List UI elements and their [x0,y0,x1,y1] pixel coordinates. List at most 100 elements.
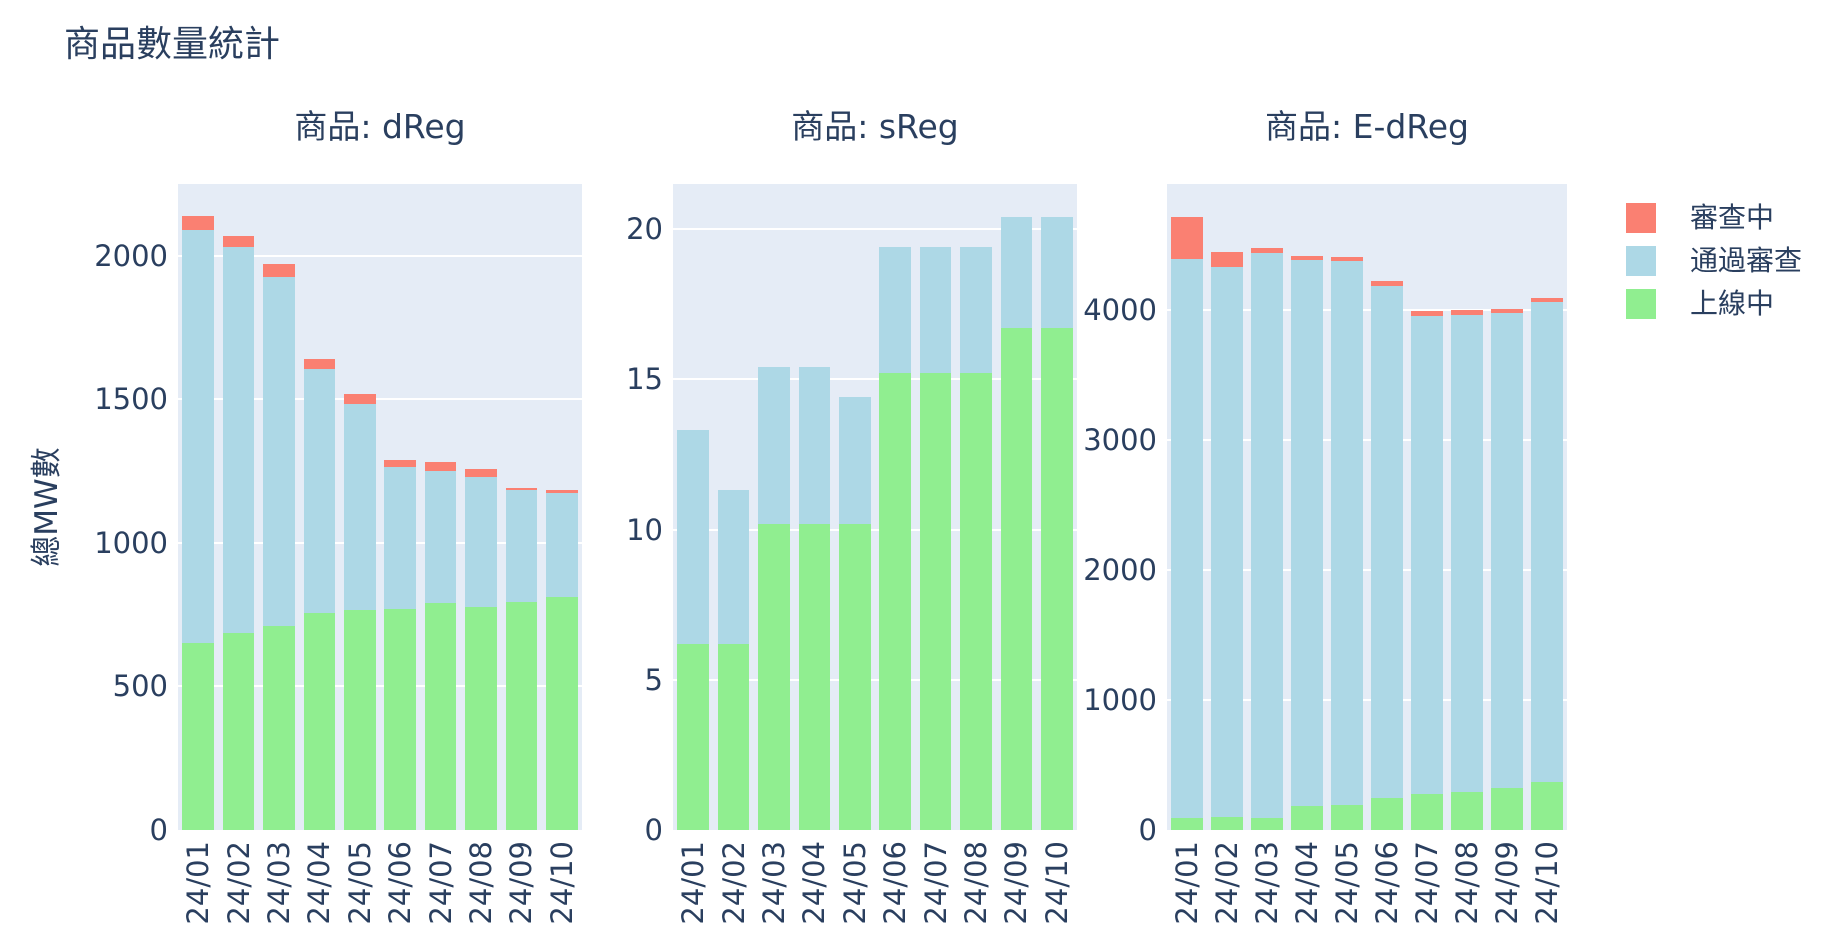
bar-2405-approved [839,397,871,524]
bar-2405-pending-review [344,393,376,404]
x-tick-label: 24/08 [959,841,993,925]
bar-2401-online [677,643,709,830]
legend-item-approved[interactable]: 通過審查 [1626,246,1802,276]
bar-2406-online [384,608,416,830]
x-tick-label: 24/07 [1410,841,1444,925]
x-tick-label: 24/01 [1170,841,1204,925]
bar-2409-approved [505,489,538,602]
bar-2404-pending-review [303,359,336,370]
x-tick-label: 24/02 [221,841,256,925]
x-tick-label: 24/03 [262,841,296,925]
x-tick-label: 24/08 [464,841,498,925]
bar-2406-approved [1371,286,1403,798]
bar-2410-approved [1531,301,1563,782]
x-tick-label: 24/04 [1290,841,1324,925]
bar-2404-online [303,613,336,830]
x-tick-label: 24/10 [1530,841,1564,925]
bar-2402-approved [1211,266,1243,817]
x-tick-label: 24/05 [342,841,377,925]
bar-2410-approved [546,492,578,598]
subplot-title-2: 商品: sReg [791,107,959,146]
x-tick-label: 24/03 [1250,841,1284,925]
x-tick-label: 24/06 [1370,841,1404,925]
y-tick-label: 0 [149,813,168,847]
gridline [178,685,582,688]
bar-2408-pending-review [1451,310,1483,315]
bar-2402-approved [717,490,750,644]
y-tick-label: 2000 [1083,553,1157,588]
bar-2403-online [1251,817,1283,830]
legend-label-approved: 通過審查 [1690,244,1803,277]
x-tick-label: 24/04 [302,841,337,925]
y-axis-title: 總MW數 [29,447,65,567]
gridline [673,228,1077,231]
bar-2409-online [1000,328,1033,830]
bar-2405-online [1331,805,1363,830]
bar-2408-approved [465,477,497,607]
bar-2401-pending-review [182,215,214,230]
bar-2407-approved [1411,315,1443,794]
bar-2406-approved [879,247,911,374]
gridline [1167,309,1567,312]
x-tick-label: 24/07 [918,841,953,925]
bar-2403-approved [1251,252,1283,818]
y-tick-label: 15 [626,362,663,397]
bar-2407-approved [424,471,457,604]
x-tick-label: 24/09 [504,841,539,925]
bar-2403-approved [263,277,295,627]
bar-2403-online [263,626,295,830]
bar-2405-pending-review [1331,256,1363,262]
y-tick-label: 20 [626,212,663,247]
y-tick-label: 0 [1138,813,1157,847]
legend-label-pending-review: 審查中 [1690,201,1775,234]
legend-item-pending-review[interactable]: 審查中 [1626,203,1802,233]
bar-2401-online [182,643,214,830]
bar-2402-pending-review [1211,251,1243,267]
bar-2404-online [798,523,831,830]
y-tick-label: 2000 [94,238,168,273]
y-tick-label: 1500 [94,382,168,417]
gridline [178,254,582,257]
legend-swatch-online [1626,289,1656,319]
bar-2407-online [919,373,952,830]
bar-2406-pending-review [384,459,416,467]
bar-2404-approved [1291,260,1323,806]
figure-title: 商品數量統計 [64,24,281,65]
x-tick-label: 24/08 [1450,841,1484,925]
bar-2409-online [505,601,538,830]
bar-2401-approved [1171,259,1203,819]
gridline [673,528,1077,531]
y-tick-label: 5 [644,662,663,697]
gridline [1167,569,1567,572]
bar-2409-pending-review [1491,309,1523,314]
x-tick-label: 24/10 [1039,841,1074,925]
x-tick-label: 24/04 [797,841,832,925]
gridline [673,678,1077,681]
y-tick-label: 4000 [1083,293,1157,328]
x-tick-label: 24/06 [878,841,913,925]
bar-2406-approved [384,466,416,609]
bar-2402-approved [222,247,255,634]
legend-label-online: 上線中 [1690,287,1775,320]
bar-2409-pending-review [505,488,538,490]
legend: 審查中 通過審查 上線中 [1626,203,1802,319]
x-tick-label: 24/01 [181,841,216,925]
bar-2406-online [879,373,911,830]
y-tick-label: 0 [644,813,663,847]
bar-2406-pending-review [1371,281,1403,287]
gridline [1167,439,1567,442]
bar-2403-approved [758,367,790,524]
y-tick-label: 3000 [1083,423,1157,458]
bar-2403-pending-review [1251,248,1283,253]
x-tick-label: 24/06 [383,841,418,925]
bar-2410-online [1531,781,1563,830]
bar-2404-approved [303,369,336,614]
gridline [178,398,582,401]
bar-2410-online [1041,328,1073,830]
bar-2407-online [1411,793,1443,830]
bar-2404-approved [798,367,831,524]
bar-2408-approved [1451,314,1483,793]
bar-2405-online [344,610,376,830]
legend-item-online[interactable]: 上線中 [1626,289,1802,319]
